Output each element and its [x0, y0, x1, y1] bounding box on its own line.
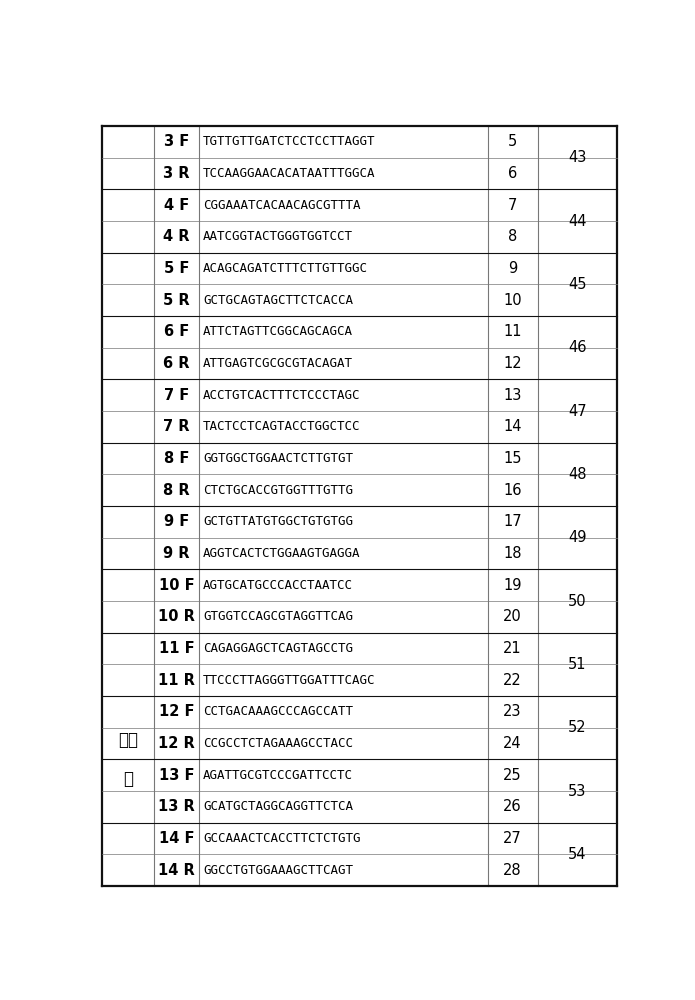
Text: 43: 43: [569, 150, 587, 165]
Text: 23: 23: [503, 704, 522, 719]
Text: 25: 25: [503, 768, 522, 783]
Text: 54: 54: [569, 847, 587, 862]
Text: 8 R: 8 R: [163, 483, 190, 498]
Text: CTCTGCACCGTGGTTTGTTG: CTCTGCACCGTGGTTTGTTG: [203, 484, 353, 497]
Text: CCGCCTCTAGAAAGCCTACC: CCGCCTCTAGAAAGCCTACC: [203, 737, 353, 750]
Text: 26: 26: [503, 799, 522, 814]
Text: CGGAAATCACAACAGCGTTTA: CGGAAATCACAACAGCGTTTA: [203, 199, 361, 212]
Text: 11 F: 11 F: [158, 641, 195, 656]
Text: 52: 52: [568, 720, 587, 735]
Text: 48: 48: [569, 467, 587, 482]
Text: 6: 6: [508, 166, 517, 181]
Text: 12: 12: [503, 356, 522, 371]
Text: 21: 21: [503, 641, 522, 656]
Text: 5 R: 5 R: [163, 293, 190, 308]
Text: 12 R: 12 R: [158, 736, 195, 751]
Text: GGTGGCTGGAACTCTTGTGT: GGTGGCTGGAACTCTTGTGT: [203, 452, 353, 465]
Text: 8: 8: [508, 229, 517, 244]
Text: 44: 44: [569, 214, 587, 229]
Text: 9 R: 9 R: [163, 546, 190, 561]
Text: GGCCTGTGGAAAGCTTCAGT: GGCCTGTGGAAAGCTTCAGT: [203, 864, 353, 877]
Text: 19: 19: [503, 578, 522, 593]
Text: 53: 53: [569, 784, 587, 799]
Text: 7: 7: [508, 198, 517, 213]
Text: 28: 28: [503, 863, 522, 878]
Text: 13 R: 13 R: [158, 799, 195, 814]
Text: CCTGACAAAGCCCAGCCATT: CCTGACAAAGCCCAGCCATT: [203, 705, 353, 718]
Text: 11: 11: [503, 324, 522, 339]
Text: 22: 22: [503, 673, 522, 688]
Text: 14 R: 14 R: [158, 863, 195, 878]
Text: 18: 18: [503, 546, 522, 561]
Text: 9 F: 9 F: [164, 514, 189, 529]
Text: 14 F: 14 F: [158, 831, 194, 846]
Text: ATTCTAGTTCGGCAGCAGCA: ATTCTAGTTCGGCAGCAGCA: [203, 325, 353, 338]
Text: 50: 50: [568, 594, 587, 609]
Text: 第二
组: 第二 组: [118, 731, 138, 788]
Text: 51: 51: [569, 657, 587, 672]
Text: 10 F: 10 F: [158, 578, 195, 593]
Text: 5: 5: [508, 134, 517, 149]
Text: CAGAGGAGCTCAGTAGCCTG: CAGAGGAGCTCAGTAGCCTG: [203, 642, 353, 655]
Text: AGGTCACTCTGGAAGTGAGGA: AGGTCACTCTGGAAGTGAGGA: [203, 547, 361, 560]
Text: 27: 27: [503, 831, 522, 846]
Text: TGTTGTTGATCTCCTCCTTAGGT: TGTTGTTGATCTCCTCCTTAGGT: [203, 135, 376, 148]
Text: 10: 10: [503, 293, 522, 308]
Text: 13: 13: [503, 388, 522, 403]
Text: GCTGCAGTAGCTTCTCACCA: GCTGCAGTAGCTTCTCACCA: [203, 294, 353, 307]
Text: 17: 17: [503, 514, 522, 529]
Text: GCATGCTAGGCAGGTTCTCA: GCATGCTAGGCAGGTTCTCA: [203, 800, 353, 813]
Text: 3 R: 3 R: [163, 166, 190, 181]
Text: 14: 14: [503, 419, 522, 434]
Text: TACTCCTCAGTACCTGGCTCC: TACTCCTCAGTACCTGGCTCC: [203, 420, 361, 433]
Text: 7 R: 7 R: [163, 419, 190, 434]
Text: ACCTGTCACTTTCTCCCTAGC: ACCTGTCACTTTCTCCCTAGC: [203, 389, 361, 402]
Text: 3 F: 3 F: [164, 134, 189, 149]
Text: AGATTGCGTCCCGATTCCTC: AGATTGCGTCCCGATTCCTC: [203, 769, 353, 782]
Text: 49: 49: [569, 530, 587, 545]
Text: GTGGTCCAGCGTAGGTTCAG: GTGGTCCAGCGTAGGTTCAG: [203, 610, 353, 623]
Text: 11 R: 11 R: [158, 673, 195, 688]
Text: ACAGCAGATCTTTCTTGTTGGC: ACAGCAGATCTTTCTTGTTGGC: [203, 262, 368, 275]
Text: 5 F: 5 F: [164, 261, 189, 276]
Text: 8 F: 8 F: [164, 451, 189, 466]
Text: 4 F: 4 F: [164, 198, 189, 213]
Text: AATCGGTACTGGGTGGTCCT: AATCGGTACTGGGTGGTCCT: [203, 230, 353, 243]
Text: 15: 15: [503, 451, 522, 466]
Text: 12 F: 12 F: [158, 704, 194, 719]
Text: 47: 47: [568, 404, 587, 419]
Text: 46: 46: [569, 340, 587, 355]
Text: 24: 24: [503, 736, 522, 751]
Text: 45: 45: [569, 277, 587, 292]
Text: TCCAAGGAACACATAATTTGGCA: TCCAAGGAACACATAATTTGGCA: [203, 167, 376, 180]
Text: 6 R: 6 R: [163, 356, 190, 371]
Text: 6 F: 6 F: [164, 324, 189, 339]
Text: 16: 16: [503, 483, 522, 498]
Text: 13 F: 13 F: [158, 768, 194, 783]
Text: 9: 9: [508, 261, 517, 276]
Text: AGTGCATGCCCACCTAATCC: AGTGCATGCCCACCTAATCC: [203, 579, 353, 592]
Text: 20: 20: [503, 609, 522, 624]
Text: 10 R: 10 R: [158, 609, 195, 624]
Text: GCCAAACTCACCTTCTCTGTG: GCCAAACTCACCTTCTCTGTG: [203, 832, 361, 845]
Text: ATTGAGTCGCGCGTACAGAT: ATTGAGTCGCGCGTACAGAT: [203, 357, 353, 370]
Text: 7 F: 7 F: [164, 388, 189, 403]
Text: GCTGTTATGTGGCTGTGTGG: GCTGTTATGTGGCTGTGTGG: [203, 515, 353, 528]
Text: TTCCCTTAGGGTTGGATTTCAGC: TTCCCTTAGGGTTGGATTTCAGC: [203, 674, 376, 687]
Text: 4 R: 4 R: [163, 229, 190, 244]
